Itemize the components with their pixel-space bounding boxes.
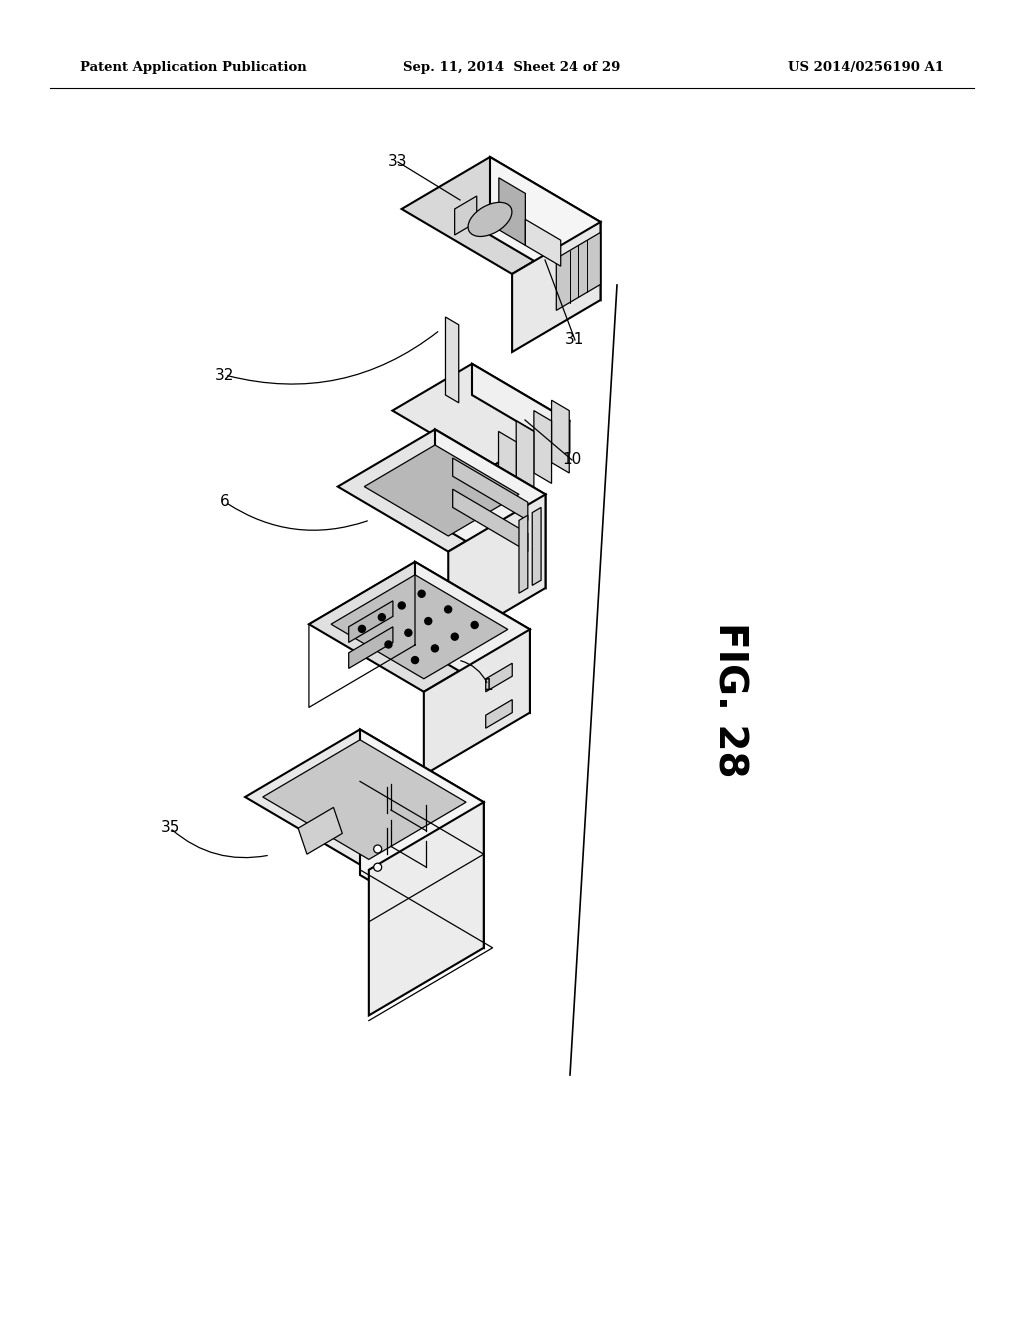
Polygon shape xyxy=(532,507,541,585)
Polygon shape xyxy=(309,562,530,692)
Circle shape xyxy=(425,618,432,624)
Polygon shape xyxy=(472,364,569,453)
Polygon shape xyxy=(360,730,483,948)
Circle shape xyxy=(374,863,382,871)
Polygon shape xyxy=(499,178,525,246)
Ellipse shape xyxy=(468,202,512,236)
Polygon shape xyxy=(331,574,508,678)
Circle shape xyxy=(444,606,452,612)
Text: 35: 35 xyxy=(161,821,179,836)
Polygon shape xyxy=(365,445,519,536)
Polygon shape xyxy=(556,232,600,310)
Text: 33: 33 xyxy=(388,154,408,169)
Circle shape xyxy=(358,626,366,632)
Polygon shape xyxy=(435,429,546,587)
Polygon shape xyxy=(415,562,530,713)
Circle shape xyxy=(385,642,392,648)
Polygon shape xyxy=(349,601,393,643)
Polygon shape xyxy=(519,515,527,593)
Circle shape xyxy=(404,630,412,636)
Circle shape xyxy=(412,656,419,664)
Text: Sep. 11, 2014  Sheet 24 of 29: Sep. 11, 2014 Sheet 24 of 29 xyxy=(403,62,621,74)
Text: Patent Application Publication: Patent Application Publication xyxy=(80,62,307,74)
Polygon shape xyxy=(455,195,477,235)
Polygon shape xyxy=(453,458,527,520)
Polygon shape xyxy=(392,364,569,467)
Circle shape xyxy=(452,634,459,640)
Polygon shape xyxy=(445,317,459,403)
Text: 10: 10 xyxy=(562,453,582,467)
Text: US 2014/0256190 A1: US 2014/0256190 A1 xyxy=(788,62,944,74)
Circle shape xyxy=(378,614,385,620)
Text: 6: 6 xyxy=(220,495,229,510)
Polygon shape xyxy=(449,495,546,645)
Circle shape xyxy=(398,602,406,609)
Circle shape xyxy=(431,645,438,652)
Polygon shape xyxy=(338,429,546,552)
Circle shape xyxy=(471,622,478,628)
Polygon shape xyxy=(453,490,527,552)
Polygon shape xyxy=(263,739,466,859)
Polygon shape xyxy=(499,432,516,504)
Text: 32: 32 xyxy=(215,367,234,383)
Polygon shape xyxy=(490,157,600,300)
Polygon shape xyxy=(512,222,600,352)
Polygon shape xyxy=(349,627,393,668)
Circle shape xyxy=(418,590,425,597)
Text: 1: 1 xyxy=(483,677,493,693)
Text: FIG. 28: FIG. 28 xyxy=(711,622,749,777)
Polygon shape xyxy=(485,700,512,729)
Polygon shape xyxy=(489,421,569,499)
Text: 31: 31 xyxy=(565,333,585,347)
Polygon shape xyxy=(369,803,483,1015)
Polygon shape xyxy=(245,730,483,870)
Polygon shape xyxy=(424,630,530,775)
Polygon shape xyxy=(516,421,534,494)
Polygon shape xyxy=(485,663,512,692)
Polygon shape xyxy=(401,157,600,275)
Polygon shape xyxy=(298,808,342,854)
Polygon shape xyxy=(552,400,569,473)
Circle shape xyxy=(374,845,382,853)
Polygon shape xyxy=(534,411,552,483)
Polygon shape xyxy=(525,219,561,267)
